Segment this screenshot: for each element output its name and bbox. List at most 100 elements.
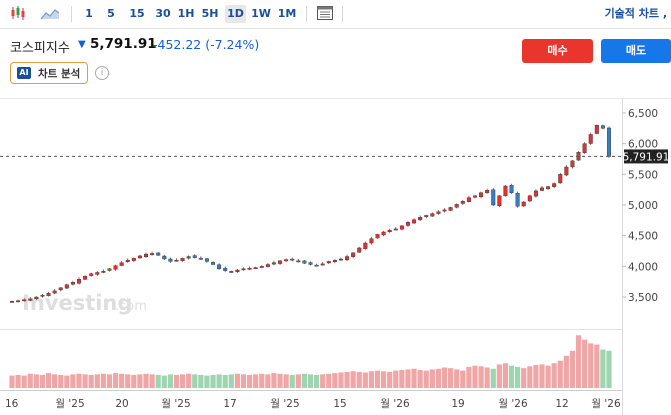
volume-bar: [539, 364, 545, 388]
volume-bar: [82, 374, 88, 388]
candle-body: [326, 261, 331, 264]
candle-body: [107, 268, 112, 271]
sell-button[interactable]: 매도: [601, 39, 671, 63]
volume-bar: [216, 374, 222, 388]
candlestick-icon[interactable]: [9, 4, 27, 22]
volume-bar: [204, 375, 210, 388]
candle-body: [503, 185, 508, 196]
candle-body: [436, 211, 441, 214]
ai-badge-icon: AI: [17, 67, 31, 79]
candle-body: [600, 125, 605, 129]
volume-bar: [569, 350, 576, 388]
time-tick-label: 16: [5, 398, 19, 410]
candle-body: [265, 264, 270, 267]
table-view-icon[interactable]: [316, 4, 334, 22]
candle-body: [241, 268, 246, 271]
volume-bar: [33, 374, 39, 388]
volume-bar: [76, 373, 82, 388]
candle-body: [527, 195, 532, 202]
chart-toolbar: 1 5 15 30 1H 5H 1D 1W 1M 기술적 차트 ,: [0, 0, 671, 29]
volume-bar: [192, 374, 198, 388]
volume-bar: [137, 374, 143, 388]
technical-chart-link[interactable]: 기술적 차트 ,: [604, 7, 667, 20]
last-price-box: [624, 149, 668, 164]
interval-5m-button[interactable]: 5: [107, 7, 115, 20]
interval-1w-button[interactable]: 1W: [251, 7, 271, 20]
candle-body: [186, 256, 191, 259]
volume-bar: [119, 373, 125, 388]
volume-bar: [411, 368, 417, 388]
candle-body: [332, 259, 337, 262]
candle-body: [28, 298, 33, 301]
volume-bar: [508, 365, 515, 388]
time-axis: 16 월 '25 20 월 '25 17 월 '25 15 월 '26 19 월 '26 12 월 '…: [5, 398, 621, 410]
volume-bar: [186, 373, 192, 388]
volume-bar: [441, 367, 448, 388]
volume-bar: [381, 371, 387, 388]
volume-bar: [472, 365, 478, 388]
candle-body: [314, 264, 319, 267]
volume-bar: [435, 368, 442, 388]
candle-body: [58, 287, 63, 291]
buy-button[interactable]: 매수: [522, 39, 593, 63]
interval-5h-button[interactable]: 5H: [201, 7, 219, 20]
candle-body: [278, 260, 283, 264]
volume-bar: [393, 370, 399, 388]
volume-bar: [70, 374, 76, 388]
candle-body: [95, 272, 100, 275]
volume-bar: [240, 374, 247, 388]
interval-15m-button[interactable]: 15: [129, 7, 145, 20]
volume-bar: [283, 374, 289, 388]
candle-body: [351, 252, 356, 257]
candle-body: [607, 127, 612, 157]
interval-30m-button[interactable]: 30: [155, 7, 171, 20]
candle-body: [546, 186, 551, 189]
down-arrow-icon: ▼: [78, 39, 86, 50]
candle-body: [412, 219, 417, 224]
candle-body: [290, 258, 295, 261]
interval-1mo-button[interactable]: 1M: [277, 7, 297, 20]
candle-body: [192, 255, 197, 258]
candle-body: [479, 192, 484, 197]
candle-body: [539, 187, 544, 191]
price-axis: 6,500 6,000 5,500 5,000 4,500 4,000 3,500: [622, 108, 658, 304]
candle-body: [296, 260, 301, 263]
info-icon[interactable]: i: [95, 66, 109, 80]
candle-body: [430, 213, 435, 217]
candle-body: [70, 282, 75, 285]
volume-bar: [88, 374, 94, 388]
volume-bar: [478, 366, 484, 388]
area-chart-icon[interactable]: [40, 4, 60, 22]
volume-bar: [582, 339, 588, 388]
volume-bar: [167, 374, 173, 388]
volume-bar: [228, 374, 234, 388]
candle-body: [594, 125, 599, 134]
volume-bar: [155, 374, 161, 388]
candle-body: [89, 273, 94, 276]
candle-body: [52, 290, 57, 294]
volume-bar: [326, 373, 332, 388]
change-percent: (-7.24%): [205, 37, 260, 52]
interval-1d-button[interactable]: 1D: [225, 5, 246, 23]
price-chart[interactable]: 6,500 6,000 5,500 5,000 4,500 4,000 3,500 16 월 …: [0, 98, 671, 415]
candle-body: [217, 264, 222, 269]
time-tick-label: 월 '25: [161, 398, 190, 410]
interval-1m-button[interactable]: 1: [85, 7, 93, 20]
candle-body: [64, 284, 69, 289]
volume-bar: [350, 371, 356, 388]
candle-body: [570, 160, 575, 168]
investing-watermark-suffix: .com: [115, 299, 147, 314]
candle-body: [491, 189, 496, 206]
ai-chart-analysis-button[interactable]: AI 차트 분석: [10, 62, 88, 84]
volume-bar: [149, 374, 155, 388]
candle-body: [22, 299, 27, 302]
toolbar-divider: [342, 6, 343, 22]
volume-bar: [58, 374, 64, 388]
volume-bar: [112, 373, 119, 388]
interval-1h-button[interactable]: 1H: [177, 7, 195, 20]
candle-body: [198, 257, 203, 260]
volume-bar: [533, 365, 539, 388]
candle-body: [113, 265, 118, 270]
volume-bar: [21, 375, 27, 388]
candle-body: [137, 255, 142, 259]
